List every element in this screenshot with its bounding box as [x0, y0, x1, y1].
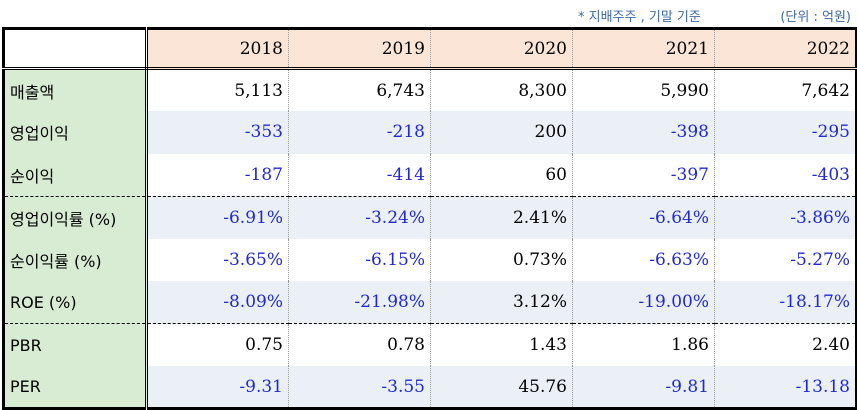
year-header: 2020: [430, 28, 573, 70]
row-revenue: 매출액 5,113 6,743 8,300 5,990 7,642: [3, 68, 857, 111]
row-label: 순이익: [3, 153, 148, 197]
value-cell: -9.81: [572, 366, 715, 409]
row-label: ROE (%): [3, 281, 148, 324]
basis-note: * 지배주주 , 기말 기준: [578, 10, 701, 25]
value-cell: -9.31: [146, 366, 289, 409]
year-header: 2022: [714, 28, 857, 70]
value-cell: -3.65%: [146, 238, 289, 281]
financial-table: 2018 2019 2020 2021 2022 매출액 5,113 6,743…: [2, 27, 857, 410]
value-cell: 5,990: [572, 68, 715, 111]
value-cell: 3.12%: [430, 281, 573, 324]
year-header: 2019: [288, 28, 431, 70]
value-cell: -21.98%: [288, 281, 431, 324]
value-cell: -6.15%: [288, 238, 431, 281]
row-label: 순이익률 (%): [3, 238, 148, 281]
year-header: 2018: [146, 28, 289, 70]
value-cell: 7,642: [714, 68, 857, 111]
unit-note: (단위 : 억원): [780, 10, 851, 25]
row-net-income: 순이익 -187 -414 60 -397 -403: [3, 153, 857, 197]
row-label: 영업이익: [3, 111, 148, 154]
value-cell: 2.41%: [430, 196, 573, 239]
value-cell: 45.76: [430, 366, 573, 409]
value-cell: 5,113: [146, 68, 289, 111]
value-cell: -187: [146, 153, 289, 197]
row-net-margin: 순이익률 (%) -3.65% -6.15% 0.73% -6.63% -5.2…: [3, 238, 857, 281]
value-cell: -397: [572, 153, 715, 197]
row-label: PBR: [3, 323, 148, 366]
value-cell: -19.00%: [572, 281, 715, 324]
corner-cell: [3, 28, 148, 70]
value-cell: -398: [572, 111, 715, 154]
value-cell: 8,300: [430, 68, 573, 111]
value-cell: -295: [714, 111, 857, 154]
row-label: 영업이익률 (%): [3, 196, 148, 239]
value-cell: 200: [430, 111, 573, 154]
value-cell: -218: [288, 111, 431, 154]
value-cell: 60: [430, 153, 573, 197]
row-operating-income: 영업이익 -353 -218 200 -398 -295: [3, 111, 857, 154]
value-cell: 1.86: [572, 323, 715, 366]
row-operating-margin: 영업이익률 (%) -6.91% -3.24% 2.41% -6.64% -3.…: [3, 196, 857, 239]
value-cell: -3.86%: [714, 196, 857, 239]
value-cell: -8.09%: [146, 281, 289, 324]
row-pbr: PBR 0.75 0.78 1.43 1.86 2.40: [3, 323, 857, 366]
value-cell: -414: [288, 153, 431, 197]
value-cell: -403: [714, 153, 857, 197]
value-cell: 0.75: [146, 323, 289, 366]
value-cell: 2.40: [714, 323, 857, 366]
value-cell: 0.78: [288, 323, 431, 366]
row-label: PER: [3, 366, 148, 409]
value-cell: -3.55: [288, 366, 431, 409]
row-roe: ROE (%) -8.09% -21.98% 3.12% -19.00% -18…: [3, 281, 857, 324]
value-cell: 1.43: [430, 323, 573, 366]
value-cell: 0.73%: [430, 238, 573, 281]
row-label: 매출액: [3, 68, 148, 111]
value-cell: -18.17%: [714, 281, 857, 324]
row-per: PER -9.31 -3.55 45.76 -9.81 -13.18: [3, 366, 857, 409]
value-cell: 6,743: [288, 68, 431, 111]
value-cell: -3.24%: [288, 196, 431, 239]
value-cell: -353: [146, 111, 289, 154]
value-cell: -6.91%: [146, 196, 289, 239]
header-row: 2018 2019 2020 2021 2022: [3, 28, 857, 70]
value-cell: -6.64%: [572, 196, 715, 239]
value-cell: -13.18: [714, 366, 857, 409]
value-cell: -6.63%: [572, 238, 715, 281]
year-header: 2021: [572, 28, 715, 70]
value-cell: -5.27%: [714, 238, 857, 281]
